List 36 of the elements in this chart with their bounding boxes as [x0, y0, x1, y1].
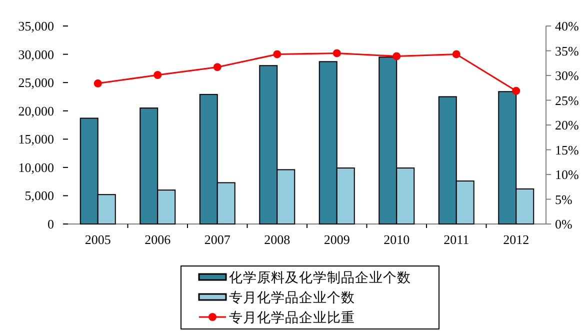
point — [332, 49, 341, 58]
x-tick-label: 2010 — [384, 232, 410, 247]
x-tick-label: 2005 — [84, 232, 111, 247]
x-tick-label: 2007 — [204, 232, 231, 247]
point — [512, 86, 520, 95]
y-tick-label: 20,000 — [18, 103, 54, 118]
y-tick-label: 35,000 — [18, 18, 54, 34]
point — [273, 50, 282, 58]
x-tick-label: 2011 — [444, 232, 470, 247]
y2-tick-label: 40% — [555, 18, 579, 34]
y-tick-label: 5,000 — [24, 188, 54, 204]
x-tick-label: 2006 — [144, 232, 172, 247]
y-tick-label: 15,000 — [18, 132, 54, 147]
point — [94, 79, 102, 88]
legend-label: 化学原料及化学制品企业个数 — [229, 270, 411, 286]
y2-tick-label: 15% — [555, 142, 579, 158]
y2-tick-label: 25% — [555, 92, 579, 108]
y2-tick-label: 35% — [555, 43, 579, 58]
y2-tick-label: 0% — [555, 216, 572, 232]
point — [392, 52, 401, 60]
point — [452, 50, 460, 58]
y2-tick-label: 10% — [555, 167, 579, 182]
point — [213, 63, 222, 72]
x-tick-label: 2008 — [264, 232, 290, 247]
y2-tick-label: 30% — [555, 68, 579, 83]
legend-label: 专月化学品企业比重 — [229, 310, 355, 326]
y2-tick-label: 20% — [555, 118, 579, 132]
y-tick-label: 25,000 — [18, 75, 54, 90]
x-tick-label: 2009 — [324, 232, 350, 247]
y-tick-label: 0 — [48, 216, 54, 232]
y-tick-label: 10,000 — [18, 160, 54, 175]
y2-tick-label: 5% — [555, 192, 572, 207]
legend-label: 专月化学品企业个数 — [229, 290, 355, 306]
x-tick-label: 2012 — [503, 232, 530, 247]
y-tick-label: 30,000 — [18, 46, 54, 62]
point — [154, 71, 162, 80]
